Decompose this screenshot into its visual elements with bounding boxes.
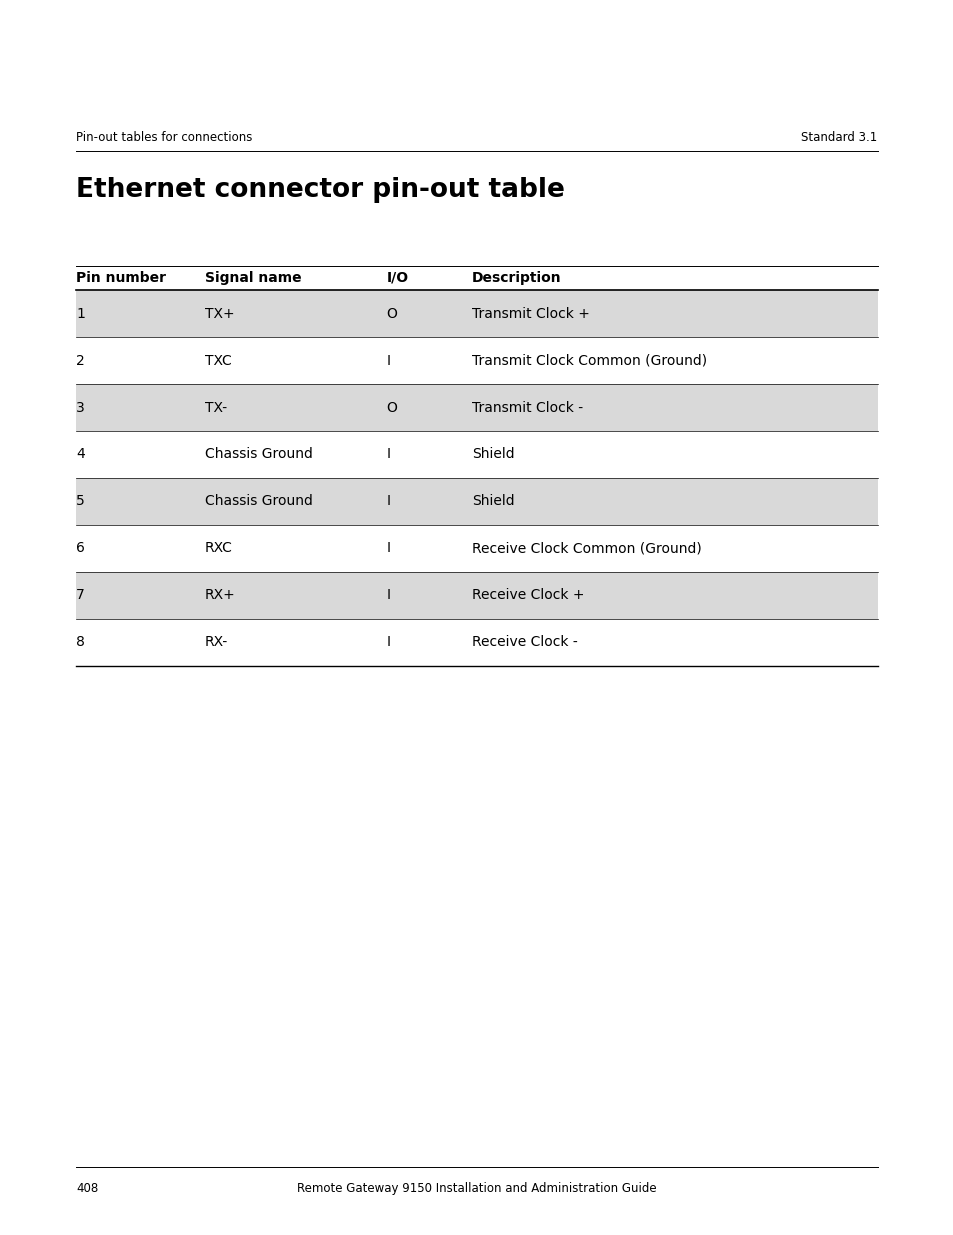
Text: 3: 3 — [76, 400, 85, 415]
Text: TX-: TX- — [205, 400, 227, 415]
Text: RX-: RX- — [205, 635, 228, 650]
Text: I: I — [386, 353, 390, 368]
Text: Receive Clock Common (Ground): Receive Clock Common (Ground) — [472, 541, 701, 556]
Text: I/O: I/O — [386, 270, 408, 285]
Text: Ethernet connector pin-out table: Ethernet connector pin-out table — [76, 177, 564, 203]
Text: O: O — [386, 306, 396, 321]
Text: TXC: TXC — [205, 353, 232, 368]
Text: TX+: TX+ — [205, 306, 234, 321]
Text: Chassis Ground: Chassis Ground — [205, 494, 313, 509]
Text: Shield: Shield — [472, 447, 515, 462]
Text: 1: 1 — [76, 306, 85, 321]
Bar — [76, 572, 877, 619]
Text: 2: 2 — [76, 353, 85, 368]
Text: Transmit Clock -: Transmit Clock - — [472, 400, 582, 415]
Bar — [76, 478, 877, 525]
Text: RXC: RXC — [205, 541, 233, 556]
Text: Standard 3.1: Standard 3.1 — [801, 131, 877, 144]
Text: I: I — [386, 541, 390, 556]
Text: I: I — [386, 447, 390, 462]
Text: I: I — [386, 635, 390, 650]
Text: Pin number: Pin number — [76, 270, 166, 285]
Text: 4: 4 — [76, 447, 85, 462]
Text: Receive Clock -: Receive Clock - — [472, 635, 578, 650]
Text: Remote Gateway 9150 Installation and Administration Guide: Remote Gateway 9150 Installation and Adm… — [297, 1182, 656, 1195]
Text: Receive Clock +: Receive Clock + — [472, 588, 584, 603]
Text: 7: 7 — [76, 588, 85, 603]
Bar — [76, 384, 877, 431]
Text: Description: Description — [472, 270, 561, 285]
Text: I: I — [386, 494, 390, 509]
Text: Chassis Ground: Chassis Ground — [205, 447, 313, 462]
Text: O: O — [386, 400, 396, 415]
Text: Pin-out tables for connections: Pin-out tables for connections — [76, 131, 253, 144]
Text: Shield: Shield — [472, 494, 515, 509]
Text: 6: 6 — [76, 541, 85, 556]
Text: RX+: RX+ — [205, 588, 235, 603]
Text: Signal name: Signal name — [205, 270, 301, 285]
Text: Transmit Clock Common (Ground): Transmit Clock Common (Ground) — [472, 353, 706, 368]
Text: Transmit Clock +: Transmit Clock + — [472, 306, 590, 321]
Text: 8: 8 — [76, 635, 85, 650]
Bar — [76, 290, 877, 337]
Text: 408: 408 — [76, 1182, 98, 1195]
Text: I: I — [386, 588, 390, 603]
Text: 5: 5 — [76, 494, 85, 509]
